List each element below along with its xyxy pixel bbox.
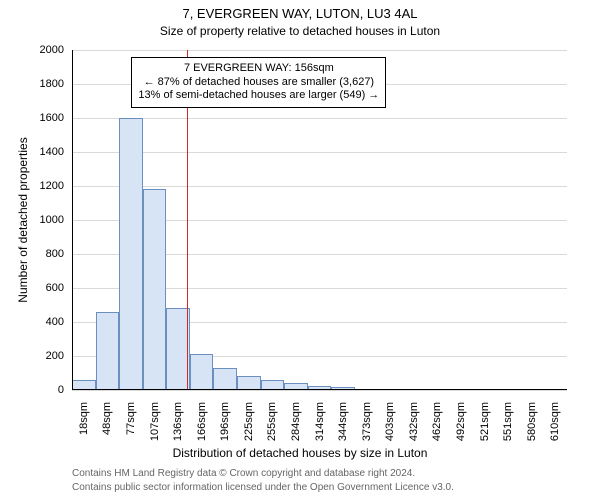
gridline: [72, 152, 567, 153]
annotation-line: ← 87% of detached houses are smaller (3,…: [138, 76, 379, 90]
footer-line-1: Contains HM Land Registry data © Crown c…: [72, 468, 415, 479]
xtick-label: 18sqm: [78, 402, 90, 435]
ytick-label: 2000: [0, 44, 64, 56]
xtick-label: 77sqm: [125, 402, 137, 435]
xtick-label: 521sqm: [479, 402, 491, 441]
xtick-label: 166sqm: [196, 402, 208, 441]
xtick-label: 196sqm: [219, 402, 231, 441]
gridline: [72, 50, 567, 51]
x-axis-label: Distribution of detached houses by size …: [0, 446, 600, 460]
chart-title-sub: Size of property relative to detached ho…: [0, 24, 600, 38]
xtick-label: 48sqm: [101, 402, 113, 435]
xtick-label: 255sqm: [266, 402, 278, 441]
xtick-label: 462sqm: [431, 402, 443, 441]
histogram-bar: [143, 189, 167, 390]
histogram-bar: [237, 376, 261, 390]
ytick-label: 1400: [0, 146, 64, 158]
ytick-label: 1200: [0, 180, 64, 192]
ytick-label: 800: [0, 248, 64, 260]
annotation-box: 7 EVERGREEN WAY: 156sqm← 87% of detached…: [131, 57, 386, 108]
xtick-label: 492sqm: [455, 402, 467, 441]
xtick-label: 432sqm: [408, 402, 420, 441]
xtick-label: 314sqm: [314, 402, 326, 441]
histogram-bar: [96, 312, 120, 390]
footer-line-2: Contains public sector information licen…: [72, 482, 454, 493]
gridline: [72, 186, 567, 187]
chart-title-main: 7, EVERGREEN WAY, LUTON, LU3 4AL: [0, 6, 600, 21]
histogram-bar: [213, 368, 237, 390]
xtick-label: 284sqm: [290, 402, 302, 441]
xtick-label: 136sqm: [172, 402, 184, 441]
xtick-label: 344sqm: [337, 402, 349, 441]
ytick-label: 200: [0, 350, 64, 362]
annotation-line: 7 EVERGREEN WAY: 156sqm: [138, 62, 379, 76]
histogram-bar: [190, 354, 214, 390]
xtick-label: 610sqm: [549, 402, 561, 441]
xtick-label: 403sqm: [384, 402, 396, 441]
y-axis-line: [72, 50, 73, 390]
xtick-label: 225sqm: [243, 402, 255, 441]
histogram-bar: [119, 118, 143, 390]
gridline: [72, 390, 567, 391]
xtick-label: 551sqm: [502, 402, 514, 441]
plot-area: 7 EVERGREEN WAY: 156sqm← 87% of detached…: [72, 50, 567, 390]
ytick-label: 1800: [0, 78, 64, 90]
ytick-label: 0: [0, 384, 64, 396]
gridline: [72, 118, 567, 119]
ytick-label: 1600: [0, 112, 64, 124]
xtick-label: 107sqm: [149, 402, 161, 441]
annotation-line: 13% of semi-detached houses are larger (…: [138, 89, 379, 103]
ytick-label: 600: [0, 282, 64, 294]
ytick-label: 1000: [0, 214, 64, 226]
x-axis-line: [72, 389, 567, 390]
xtick-label: 580sqm: [526, 402, 538, 441]
histogram-bar: [166, 308, 190, 390]
ytick-label: 400: [0, 316, 64, 328]
xtick-label: 373sqm: [361, 402, 373, 441]
